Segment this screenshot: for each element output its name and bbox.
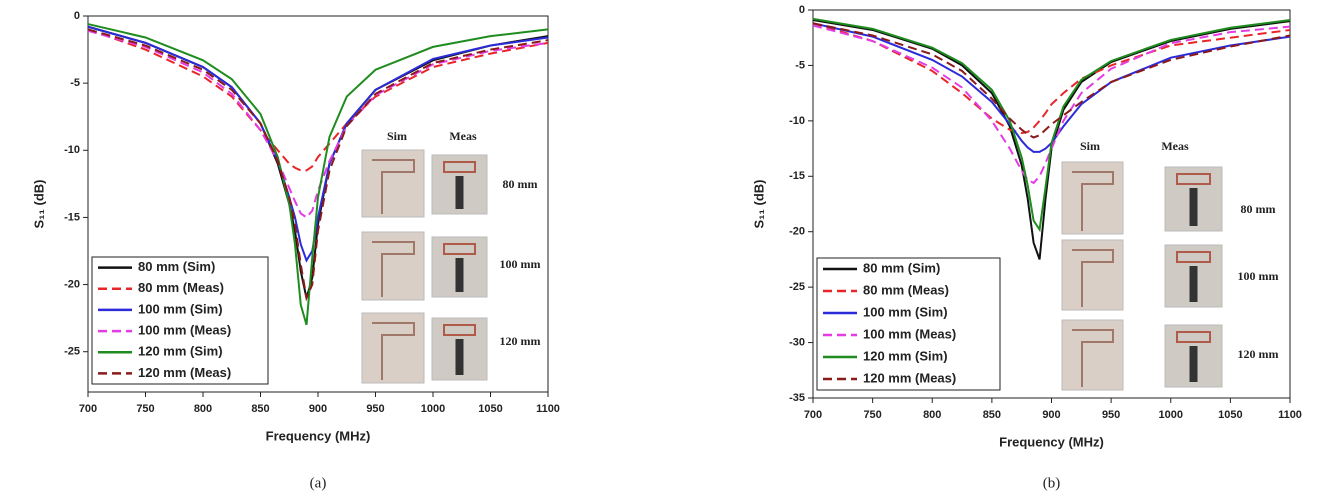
antenna-sketch bbox=[372, 241, 415, 297]
legend-box bbox=[816, 257, 1001, 391]
data-line bbox=[812, 24, 1291, 185]
inset-label: 100 mm bbox=[500, 257, 541, 271]
connector bbox=[1189, 346, 1198, 382]
inset-label: 120 mm bbox=[500, 334, 541, 348]
y-tick-label: -35 bbox=[789, 392, 805, 404]
inset-label: 120 mm bbox=[1238, 347, 1279, 361]
inset-label: 100 mm bbox=[1238, 269, 1279, 283]
y-tick-label: 0 bbox=[799, 4, 805, 16]
y-tick-label: -20 bbox=[64, 278, 80, 290]
antenna-sketch bbox=[1072, 329, 1114, 387]
connector bbox=[455, 339, 464, 375]
data-line bbox=[812, 22, 1291, 153]
legend-label: 80 mm (Sim) bbox=[863, 260, 940, 275]
legend-label: 80 mm (Meas) bbox=[138, 280, 224, 295]
legend-label: 120 mm (Sim) bbox=[138, 344, 223, 359]
antenna-sketch bbox=[1072, 249, 1114, 307]
connector bbox=[1189, 266, 1198, 302]
x-tick-label: 950 bbox=[366, 403, 384, 415]
x-tick-label: 700 bbox=[79, 403, 97, 415]
data-line bbox=[87, 28, 549, 172]
x-tick-label: 750 bbox=[863, 409, 881, 421]
x-tick-label: 1050 bbox=[478, 403, 502, 415]
inset-header: Meas bbox=[449, 129, 477, 143]
connector bbox=[455, 258, 464, 292]
legend-label: 80 mm (Sim) bbox=[138, 259, 215, 274]
data-line bbox=[87, 23, 549, 326]
caption: (a) bbox=[310, 475, 327, 491]
inset-header: Sim bbox=[387, 129, 407, 143]
antenna-photo bbox=[1176, 331, 1211, 343]
legend-label: 120 mm (Meas) bbox=[863, 370, 956, 385]
x-tick-label: 1000 bbox=[421, 403, 445, 415]
y-axis-label: S₁₁ (dB) bbox=[31, 179, 46, 228]
connector bbox=[1189, 188, 1198, 226]
y-tick-label: -15 bbox=[64, 211, 80, 223]
legend-label: 100 mm (Meas) bbox=[863, 326, 956, 341]
antenna-photo bbox=[443, 324, 476, 336]
inset-label: 80 mm bbox=[1241, 202, 1276, 216]
antenna-sketch bbox=[372, 322, 415, 380]
antenna-photo bbox=[1176, 251, 1211, 263]
x-tick-label: 1100 bbox=[536, 403, 560, 415]
data-line bbox=[812, 22, 1291, 135]
y-tick-label: -25 bbox=[64, 346, 80, 358]
x-tick-label: 800 bbox=[194, 403, 212, 415]
inset-header: Sim bbox=[1080, 139, 1100, 153]
x-axis-label: Frequency (MHz) bbox=[266, 428, 371, 443]
inset-header: Meas bbox=[1161, 139, 1189, 153]
legend-label: 80 mm (Meas) bbox=[863, 282, 949, 297]
legend-label: 100 mm (Meas) bbox=[138, 323, 231, 338]
antenna-sketch bbox=[1072, 171, 1114, 231]
data-line bbox=[812, 17, 1291, 233]
x-tick-label: 700 bbox=[804, 409, 822, 421]
data-line bbox=[87, 25, 549, 263]
x-axis-label: Frequency (MHz) bbox=[999, 434, 1104, 449]
antenna-photo bbox=[443, 243, 476, 255]
x-tick-label: 1100 bbox=[1278, 409, 1302, 421]
y-tick-label: -10 bbox=[789, 115, 805, 127]
antenna-photo bbox=[1176, 173, 1211, 185]
legend-label: 120 mm (Sim) bbox=[863, 348, 948, 363]
y-tick-label: -5 bbox=[795, 59, 805, 71]
x-tick-label: 1050 bbox=[1218, 409, 1242, 421]
y-tick-label: -30 bbox=[789, 336, 805, 348]
data-line bbox=[812, 18, 1291, 260]
data-line bbox=[87, 28, 549, 302]
legend-label: 100 mm (Sim) bbox=[863, 304, 948, 319]
y-tick-label: -20 bbox=[789, 226, 805, 238]
inset-label: 80 mm bbox=[503, 177, 538, 191]
legend-label: 120 mm (Meas) bbox=[138, 365, 231, 380]
x-tick-label: 850 bbox=[983, 409, 1001, 421]
y-tick-label: -25 bbox=[789, 281, 805, 293]
x-tick-label: 900 bbox=[1042, 409, 1060, 421]
y-tick-label: -15 bbox=[789, 170, 805, 182]
caption: (b) bbox=[1043, 475, 1061, 491]
x-tick-label: 900 bbox=[309, 403, 327, 415]
antenna-photo bbox=[443, 161, 476, 173]
data-line bbox=[812, 22, 1291, 139]
x-tick-label: 1000 bbox=[1159, 409, 1183, 421]
connector bbox=[455, 176, 464, 209]
antenna-sketch bbox=[372, 159, 415, 214]
x-tick-label: 750 bbox=[136, 403, 154, 415]
y-tick-label: -10 bbox=[64, 144, 80, 156]
x-tick-label: 950 bbox=[1102, 409, 1120, 421]
legend-box bbox=[91, 256, 269, 385]
legend-label: 100 mm (Sim) bbox=[138, 301, 223, 316]
data-line bbox=[87, 29, 549, 219]
y-axis-label: S₁₁ (dB) bbox=[751, 179, 766, 228]
x-tick-label: 800 bbox=[923, 409, 941, 421]
x-tick-label: 850 bbox=[251, 403, 269, 415]
y-tick-label: 0 bbox=[74, 10, 80, 22]
y-tick-label: -5 bbox=[70, 77, 80, 89]
